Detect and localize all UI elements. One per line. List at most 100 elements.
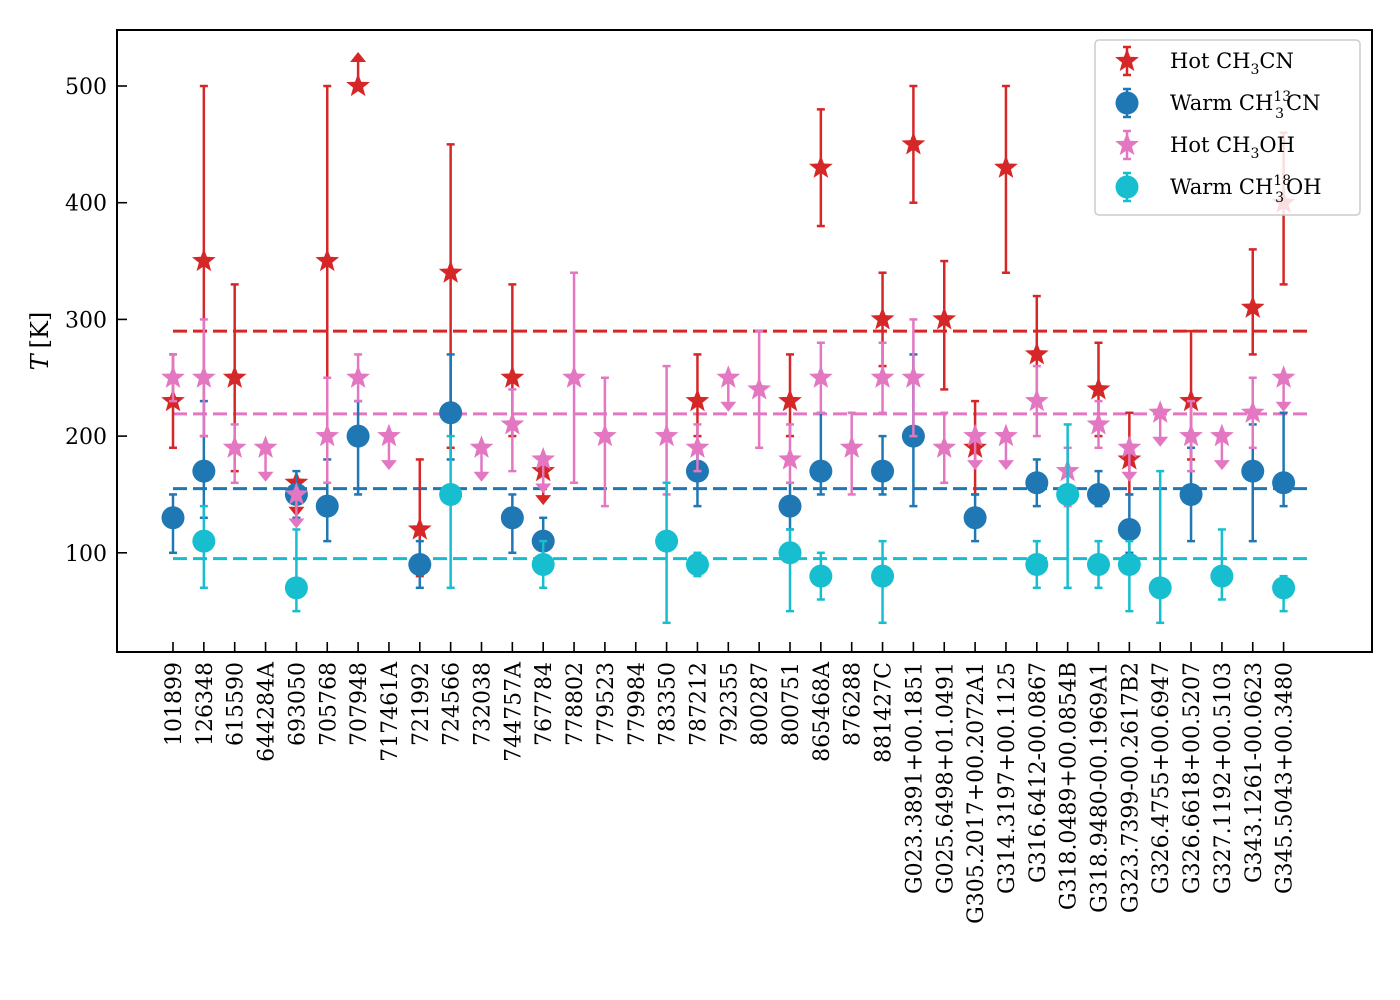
point-warm_13ch3cn-28 — [1025, 458, 1049, 508]
y-tick-label-500: 500 — [65, 75, 107, 100]
marker — [778, 494, 802, 518]
point-warm_13ch3cn-0 — [161, 493, 185, 555]
point-warm_18ch3oh-16 — [655, 481, 679, 625]
legend-label-post: OH — [1259, 133, 1295, 157]
point-hot_ch3oh-33 — [1179, 399, 1203, 473]
marker — [284, 576, 308, 600]
marker — [808, 365, 833, 388]
marker — [1210, 564, 1234, 588]
marker — [315, 423, 340, 447]
point-hot_ch3oh-19 — [747, 329, 772, 450]
marker — [1240, 295, 1265, 318]
x-tick-label-12: 767784 — [532, 662, 557, 746]
x-tick-label-8: 721992 — [409, 662, 434, 746]
marker — [161, 506, 185, 530]
marker — [222, 435, 247, 458]
point-warm_13ch3cn-23 — [871, 434, 895, 496]
marker — [1024, 341, 1049, 365]
marker — [439, 401, 463, 425]
x-tick-label-9: 724566 — [440, 662, 465, 746]
point-hot_ch3cn-6 — [346, 52, 370, 97]
legend-label-sub: 3 — [1275, 106, 1284, 122]
marker — [871, 564, 895, 588]
legend-label-sup: 18 — [1273, 173, 1291, 189]
x-tick-label-25: G025.6498+01.0491 — [933, 662, 958, 894]
marker — [778, 388, 802, 412]
marker — [716, 365, 741, 388]
marker — [192, 529, 216, 553]
limit-arrow — [1152, 436, 1169, 447]
marker — [809, 564, 833, 588]
point-hot_ch3oh-23 — [870, 341, 895, 415]
point-warm_18ch3oh-32 — [1148, 469, 1172, 625]
point-hot_ch3oh-4 — [284, 481, 309, 529]
marker — [963, 506, 987, 530]
x-tick-label-24: G023.3891+00.1851 — [902, 662, 927, 894]
point-hot_ch3oh-17 — [685, 423, 710, 473]
limit-arrow — [473, 471, 490, 482]
point-warm_13ch3cn-30 — [1087, 469, 1110, 508]
point-hot_ch3oh-21 — [808, 341, 833, 415]
point-hot_ch3cn-35 — [1240, 248, 1265, 356]
x-tick-label-35: G343.1261-00.0623 — [1242, 662, 1267, 883]
legend-marker — [1115, 48, 1139, 72]
x-tick-label-21: 865468A — [810, 661, 835, 762]
x-tick-label-32: G326.4755+00.6947 — [1149, 662, 1174, 894]
point-warm_18ch3oh-30 — [1087, 539, 1110, 590]
marker — [1148, 400, 1173, 423]
marker — [963, 423, 987, 447]
point-hot_ch3oh-25 — [932, 411, 957, 485]
limit-arrow — [380, 460, 397, 471]
marker — [593, 423, 617, 447]
mean-lines-layer — [173, 329, 1312, 561]
marker — [808, 155, 833, 178]
marker — [901, 131, 926, 155]
y-tick-label-300: 300 — [65, 308, 107, 333]
point-hot_ch3oh-7 — [377, 423, 401, 471]
x-tick-label-10: 732038 — [471, 662, 496, 746]
marker — [161, 365, 185, 388]
point-hot_ch3oh-26 — [963, 423, 987, 471]
legend-label-sup: 13 — [1273, 89, 1291, 105]
legend-label-pre: Warm CH — [1170, 91, 1273, 115]
marker — [1117, 517, 1141, 541]
x-tick-label-16: 783350 — [656, 662, 681, 746]
legend-label-sub: 3 — [1250, 146, 1259, 162]
limit-arrow — [288, 518, 305, 529]
x-tick-label-11: 744757A — [501, 661, 526, 762]
point-hot_ch3cn-21 — [808, 108, 833, 228]
point-hot_ch3oh-0 — [161, 353, 185, 403]
y-tick-label-400: 400 — [65, 192, 107, 217]
x-tick-label-13: 778802 — [563, 662, 588, 746]
point-hot_ch3oh-5 — [315, 376, 340, 485]
marker — [655, 529, 679, 553]
x-tick-label-28: G316.6412-00.0867 — [1026, 662, 1051, 883]
marker — [408, 552, 432, 576]
point-hot_ch3oh-10 — [469, 435, 494, 482]
marker — [346, 424, 370, 448]
marker — [778, 541, 802, 565]
point-hot_ch3cn-27 — [994, 84, 1018, 274]
x-tick-label-19: 800287 — [748, 662, 773, 746]
legend-marker — [1115, 91, 1139, 115]
marker — [191, 365, 216, 388]
point-warm_18ch3oh-12 — [531, 539, 555, 590]
marker — [1025, 552, 1049, 576]
x-tick-label-20: 800751 — [779, 662, 804, 746]
point-hot_ch3cn-25 — [932, 259, 957, 391]
marker — [222, 365, 247, 388]
x-tick-label-31: G323.7399-00.2617B2 — [1118, 662, 1143, 913]
marker — [871, 459, 895, 483]
x-tick-label-17: 787212 — [686, 662, 711, 746]
marker — [901, 365, 926, 388]
point-warm_18ch3oh-34 — [1210, 528, 1234, 601]
marker — [1117, 435, 1142, 458]
marker — [932, 306, 957, 330]
limit-arrow — [350, 52, 367, 63]
x-tick-label-3: 644284A — [255, 661, 280, 762]
marker — [870, 306, 895, 330]
marker — [747, 376, 772, 400]
axes-layer: 100 200 300 400 500 T [K] 101899 126348 615590 644… — [26, 29, 1373, 924]
marker — [1148, 576, 1172, 600]
point-hot_ch3oh-13 — [562, 271, 586, 485]
